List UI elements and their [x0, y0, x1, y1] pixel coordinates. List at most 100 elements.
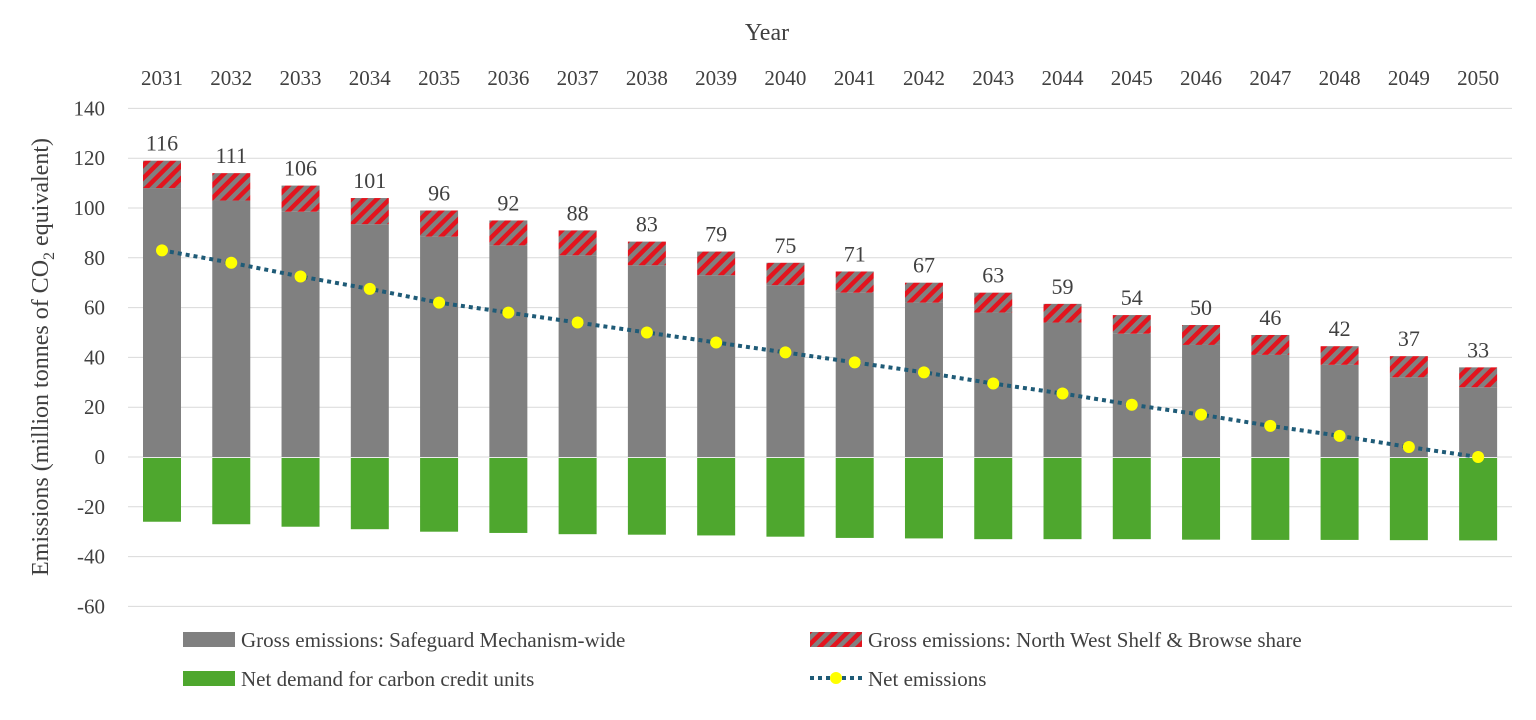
net-emissions-point — [848, 356, 861, 369]
x-tick-label: 2036 — [487, 66, 529, 90]
legend-label: Gross emissions: Safeguard Mechanism-wid… — [241, 628, 625, 652]
bar-nws-browse — [281, 185, 320, 212]
bar-nws-browse — [212, 173, 251, 201]
bar-safeguard — [766, 285, 805, 457]
bar-carbon-credit — [350, 458, 389, 530]
data-label: 83 — [636, 212, 658, 237]
x-tick-label: 2040 — [764, 66, 806, 90]
x-tick-label: 2048 — [1319, 66, 1361, 90]
data-label: 88 — [567, 200, 589, 225]
net-emissions-path — [161, 248, 1479, 459]
net-emissions-point — [779, 346, 792, 359]
net-emissions-point — [1472, 451, 1485, 463]
bar-nws-browse — [558, 230, 597, 256]
bar-nws-browse — [766, 262, 805, 286]
data-label: 96 — [428, 180, 450, 205]
bar-safeguard — [143, 188, 181, 457]
y-tick-label: -40 — [77, 545, 105, 569]
data-label: 116 — [146, 131, 178, 156]
bar-safeguard — [1251, 354, 1290, 457]
bar-carbon-credit — [835, 458, 874, 538]
bar-safeguard — [558, 255, 597, 457]
bar-carbon-credit — [489, 458, 528, 533]
bar-nws-browse — [1043, 303, 1082, 323]
bar-safeguard — [489, 245, 528, 457]
legend-label: Net demand for carbon credit units — [241, 667, 534, 691]
bar-safeguard — [697, 275, 736, 457]
legend-label: Net emissions — [868, 667, 986, 691]
x-axis-title: Year — [745, 20, 789, 46]
bar-safeguard — [904, 302, 943, 457]
bar-carbon-credit — [1251, 458, 1290, 540]
y-tick-label: -20 — [77, 495, 105, 519]
data-label: 106 — [284, 156, 317, 181]
bar-nws-browse — [1320, 346, 1359, 365]
net-emissions-point — [1402, 441, 1415, 454]
bar-safeguard — [1459, 387, 1498, 457]
bar-carbon-credit — [974, 458, 1013, 540]
bar-nws-browse — [974, 292, 1013, 313]
legend: Gross emissions: Safeguard Mechanism-wid… — [183, 628, 1302, 691]
bar-nws-browse — [627, 241, 666, 266]
y-tick-labels: 140 120 100 80 60 40 20 0 -20 -40 -60 — [74, 96, 106, 618]
legend-item-safeguard: Gross emissions: Safeguard Mechanism-wid… — [183, 628, 625, 652]
net-emissions-point — [156, 244, 168, 257]
bar-nws-browse — [489, 220, 528, 246]
bar-nws-browse — [143, 160, 181, 189]
bar-carbon-credit — [558, 458, 597, 535]
bar-carbon-credit — [697, 458, 736, 536]
bar-safeguard — [420, 236, 459, 457]
y-tick-label: 100 — [74, 196, 106, 220]
y-tick-label: 80 — [84, 246, 105, 270]
bar-carbon-credit — [766, 458, 805, 537]
bar-carbon-credit — [1389, 458, 1428, 541]
legend-marker — [830, 672, 842, 684]
bar-nws-browse — [350, 198, 389, 225]
y-tick-label: 20 — [84, 395, 105, 419]
data-label: 71 — [844, 241, 866, 266]
net-emissions-point — [1333, 429, 1346, 442]
bar-nws-browse — [1459, 367, 1498, 388]
net-emissions-point — [1195, 408, 1208, 421]
bar-nws-browse — [1251, 334, 1290, 355]
x-tick-label: 2038 — [626, 66, 668, 90]
bar-carbon-credit — [627, 458, 666, 535]
net-emissions-point — [225, 256, 238, 269]
data-label: 63 — [982, 263, 1004, 288]
x-tick-label: 2035 — [418, 66, 460, 90]
bar-carbon-credit — [143, 458, 181, 522]
x-tick-label: 2043 — [972, 66, 1014, 90]
x-tick-label: 2047 — [1249, 66, 1291, 90]
bar-safeguard — [350, 224, 389, 457]
bar-safeguard — [1320, 364, 1359, 457]
data-label: 33 — [1467, 337, 1489, 362]
x-tick-label: 2049 — [1388, 66, 1430, 90]
bar-carbon-credit — [1459, 458, 1498, 541]
legend-swatch-hatched — [810, 632, 862, 647]
y-tick-label: -60 — [77, 594, 105, 618]
bar-carbon-credit — [281, 458, 320, 527]
bar-safeguard — [1112, 333, 1151, 457]
net-emissions-point — [640, 326, 653, 339]
bars — [143, 160, 1498, 541]
bar-carbon-credit — [420, 458, 459, 532]
net-emissions-point — [571, 316, 584, 329]
x-tick-labels: 2031 2032 2033 2034 2035 2036 2037 2038 2039 2040… — [141, 66, 1499, 90]
x-tick-label: 2046 — [1180, 66, 1222, 90]
x-tick-label: 2044 — [1042, 66, 1085, 90]
y-tick-label: 120 — [74, 146, 106, 170]
x-tick-label: 2033 — [280, 66, 322, 90]
net-emissions-point — [987, 377, 1000, 390]
net-emissions-point — [363, 282, 376, 295]
bar-safeguard — [835, 292, 874, 457]
data-label: 67 — [913, 253, 935, 278]
bar-nws-browse — [1182, 325, 1221, 345]
legend-item-net-emissions: Net emissions — [810, 667, 986, 691]
x-tick-label: 2041 — [834, 66, 876, 90]
bar-nws-browse — [904, 282, 943, 303]
bar-carbon-credit — [1182, 458, 1221, 540]
net-emissions-point — [502, 306, 515, 319]
net-emissions-point — [710, 336, 723, 349]
x-tick-label: 2031 — [141, 66, 183, 90]
